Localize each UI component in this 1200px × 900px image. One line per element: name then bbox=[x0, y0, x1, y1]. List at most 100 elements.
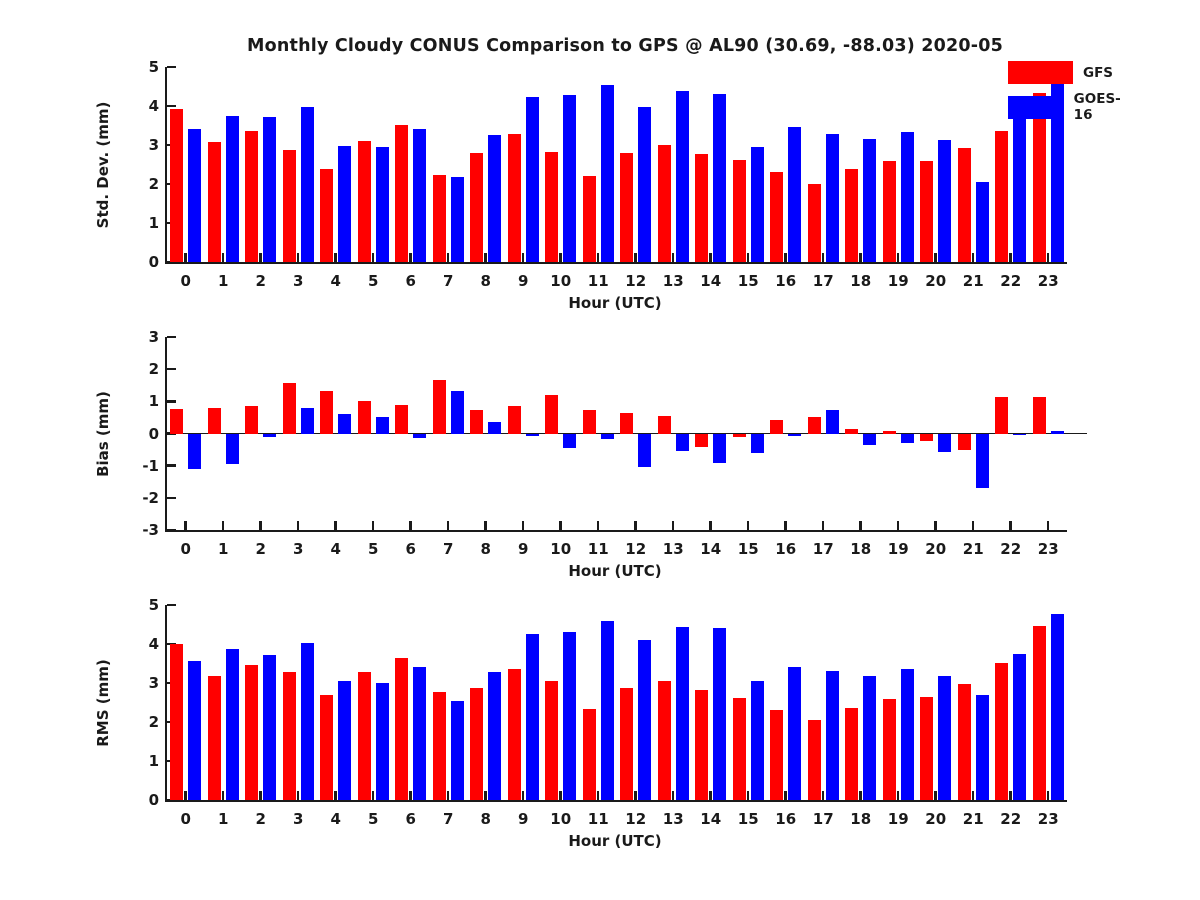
bias-y-tick-3 bbox=[167, 335, 176, 339]
rms-group-h10: 10 bbox=[542, 605, 579, 828]
std-dev-chart-panel: Std. Dev. (mm) 0 1 2 3 4 5 0 1 2 3 4 5 6 7 8 9 10 11 12 13 1… bbox=[94, 58, 1121, 312]
rms-x-tick-label-7: 7 bbox=[443, 810, 454, 828]
std-dev-group-h2: 2 bbox=[242, 67, 279, 290]
bias-bar-gfs-h21 bbox=[957, 433, 971, 451]
std-dev-bar-goes16-h0 bbox=[188, 129, 202, 262]
rms-group-h1: 1 bbox=[204, 605, 241, 828]
bias-bar-goes16-h15 bbox=[750, 433, 764, 453]
rms-x-tick-7 bbox=[446, 791, 450, 800]
std-dev-x-tick-2 bbox=[259, 253, 262, 262]
std-dev-bar-gfs-h16 bbox=[770, 172, 784, 262]
rms-bar-goes16-h22 bbox=[1013, 653, 1027, 800]
rms-bar-goes16-h2 bbox=[263, 654, 277, 800]
std-dev-group-h23: 23 bbox=[1030, 67, 1067, 290]
std-dev-group-h18: 18 bbox=[842, 67, 879, 290]
rms-x-tick-11 bbox=[596, 791, 600, 800]
std-dev-x-tick-label-12: 12 bbox=[625, 272, 647, 290]
bias-x-tick-6 bbox=[409, 521, 412, 530]
gfs-color-swatch bbox=[1008, 61, 1073, 84]
bias-group-h9: 9 bbox=[505, 337, 542, 558]
std-dev-group-h12: 12 bbox=[617, 67, 654, 290]
legend-item-gfs: GFS bbox=[1008, 61, 1130, 84]
rms-y-tick-label-2: 2 bbox=[148, 713, 159, 731]
bias-bar-gfs-h4 bbox=[320, 390, 334, 434]
std-dev-bar-gfs-h0 bbox=[170, 108, 184, 262]
rms-x-tick-label-1: 1 bbox=[218, 810, 229, 828]
bias-y-tick-label-3: 3 bbox=[148, 328, 159, 346]
std-dev-bar-gfs-h12 bbox=[620, 152, 634, 262]
bias-y-tick-label--3: -3 bbox=[142, 521, 159, 539]
rms-bar-goes16-h18 bbox=[863, 675, 877, 800]
std-dev-bar-goes16-h12 bbox=[638, 107, 652, 262]
std-dev-bar-gfs-h18 bbox=[845, 169, 859, 262]
rms-bar-gfs-h20 bbox=[920, 697, 934, 800]
std-dev-bar-goes16-h1 bbox=[225, 115, 239, 262]
std-dev-bar-gfs-h1 bbox=[207, 141, 221, 262]
bias-group-h8: 8 bbox=[467, 337, 504, 558]
rms-group-h14: 14 bbox=[692, 605, 729, 828]
rms-bar-gfs-h6 bbox=[395, 658, 409, 800]
rms-x-tick-20 bbox=[934, 791, 937, 800]
bias-x-tick-label-15: 15 bbox=[737, 540, 759, 558]
rms-bar-gfs-h16 bbox=[770, 709, 784, 800]
rms-y-tick-0 bbox=[167, 798, 176, 802]
rms-x-tick-17 bbox=[821, 791, 825, 800]
rms-x-tick-9 bbox=[521, 791, 525, 800]
std-dev-x-tick-label-6: 6 bbox=[405, 272, 416, 290]
bias-x-tick-label-20: 20 bbox=[925, 540, 947, 558]
rms-group-h16: 16 bbox=[767, 605, 804, 828]
bias-bar-goes16-h21 bbox=[975, 433, 989, 488]
bias-x-tick-label-18: 18 bbox=[850, 540, 872, 558]
bias-x-tick-3 bbox=[296, 521, 300, 530]
bias-group-h14: 14 bbox=[692, 337, 729, 558]
bias-bar-gfs-h10 bbox=[545, 394, 559, 434]
std-dev-bar-gfs-h20 bbox=[920, 160, 934, 262]
std-dev-y-tick-label-4: 4 bbox=[148, 97, 159, 115]
std-dev-x-tick-3 bbox=[296, 253, 300, 262]
bias-bar-gfs-h13 bbox=[657, 415, 671, 434]
rms-x-tick-15 bbox=[746, 791, 750, 800]
rms-group-h2: 2 bbox=[242, 605, 279, 828]
rms-group-h12: 12 bbox=[617, 605, 654, 828]
std-dev-bar-gfs-h7 bbox=[432, 175, 446, 262]
rms-bar-goes16-h14 bbox=[713, 628, 727, 800]
std-dev-x-tick-label-5: 5 bbox=[368, 272, 379, 290]
bias-bar-gfs-h18 bbox=[845, 428, 859, 434]
bias-bar-gfs-h5 bbox=[357, 401, 371, 434]
rms-group-h7: 7 bbox=[430, 605, 467, 828]
bias-x-tick-label-7: 7 bbox=[443, 540, 454, 558]
bias-y-tick--2 bbox=[167, 496, 176, 500]
std-dev-x-tick-22 bbox=[1009, 253, 1012, 262]
rms-x-tick-19 bbox=[896, 791, 900, 800]
rms-x-axis-label: Hour (UTC) bbox=[568, 832, 662, 850]
bias-group-h12: 12 bbox=[617, 337, 654, 558]
std-dev-bar-gfs-h8 bbox=[470, 152, 484, 262]
bias-bar-goes16-h18 bbox=[863, 433, 877, 446]
bias-group-h23: 23 bbox=[1030, 337, 1067, 558]
std-dev-group-h20: 20 bbox=[917, 67, 954, 290]
std-dev-bar-goes16-h3 bbox=[300, 107, 314, 262]
rms-x-tick-16 bbox=[784, 791, 787, 800]
bias-x-tick-label-13: 13 bbox=[662, 540, 684, 558]
bias-bar-goes16-h16 bbox=[788, 433, 802, 436]
std-dev-x-tick-14 bbox=[709, 253, 712, 262]
std-dev-bar-goes16-h18 bbox=[863, 139, 877, 262]
bias-x-tick-label-21: 21 bbox=[962, 540, 984, 558]
rms-x-tick-label-9: 9 bbox=[518, 810, 529, 828]
rms-group-h18: 18 bbox=[842, 605, 879, 828]
bias-bar-goes16-h17 bbox=[825, 410, 839, 434]
rms-x-tick-label-11: 11 bbox=[587, 810, 609, 828]
std-dev-y-tick-label-2: 2 bbox=[148, 175, 159, 193]
std-dev-bar-gfs-h21 bbox=[957, 147, 971, 262]
rms-x-tick-label-22: 22 bbox=[1000, 810, 1022, 828]
bias-x-tick-label-17: 17 bbox=[812, 540, 834, 558]
bias-x-tick-4 bbox=[334, 521, 337, 530]
rms-group-h21: 21 bbox=[955, 605, 992, 828]
std-dev-bar-gfs-h3 bbox=[282, 149, 296, 262]
rms-bar-goes16-h15 bbox=[750, 681, 764, 800]
std-dev-bar-goes16-h5 bbox=[375, 146, 389, 262]
std-dev-bar-gfs-h23 bbox=[1032, 93, 1046, 262]
rms-bar-goes16-h0 bbox=[188, 660, 202, 800]
rms-bar-gfs-h12 bbox=[620, 688, 634, 800]
rms-x-tick-label-6: 6 bbox=[405, 810, 416, 828]
